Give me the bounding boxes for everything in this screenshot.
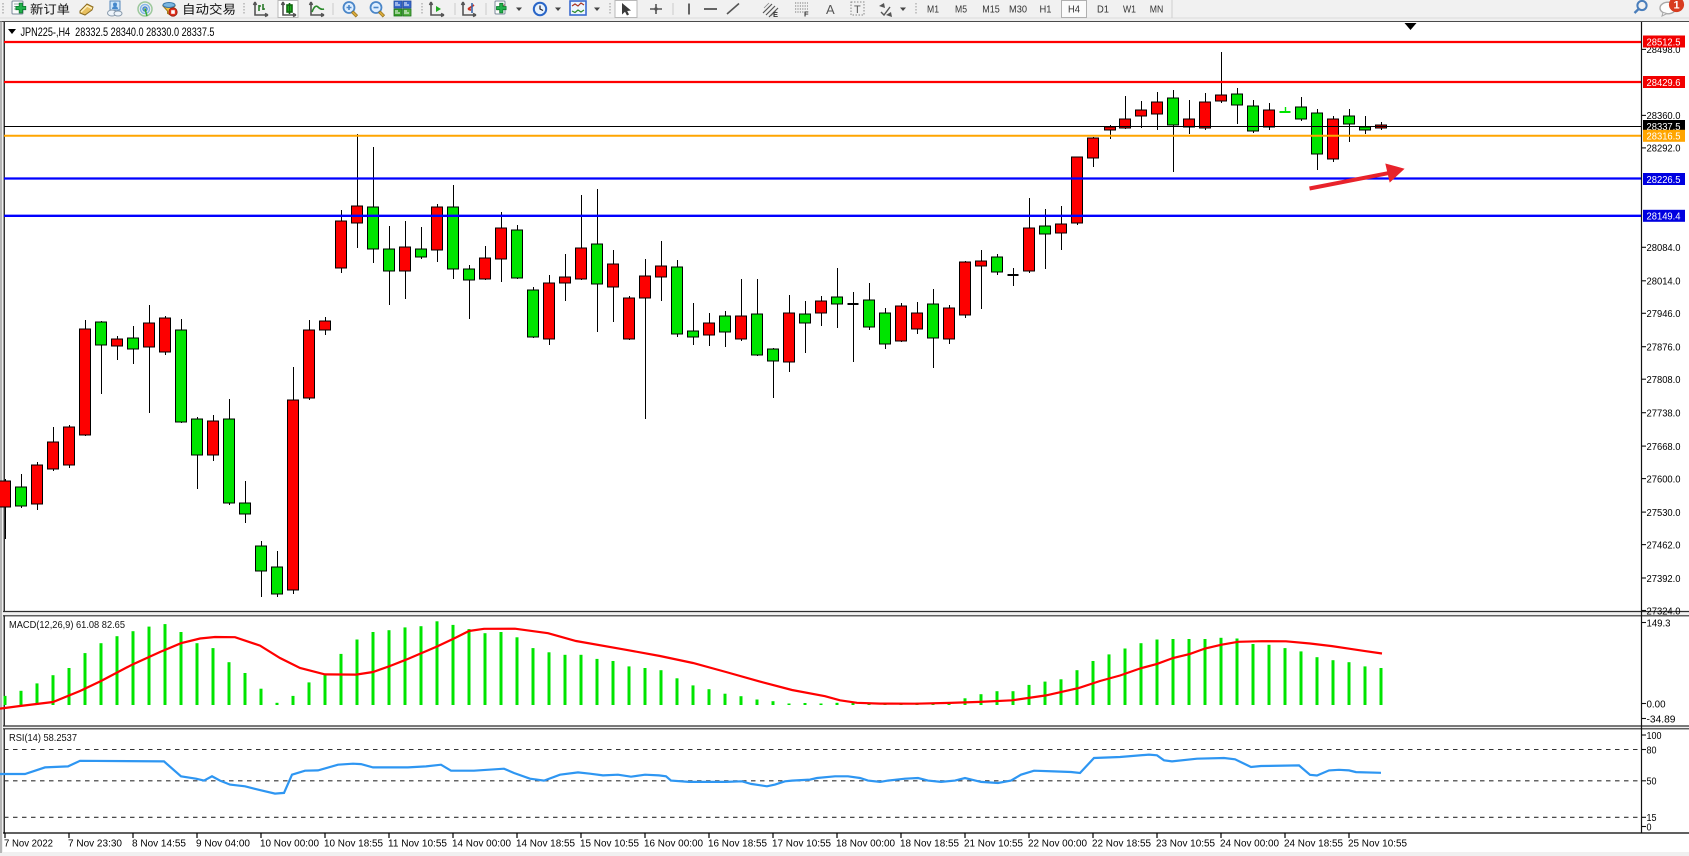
svg-text:28512.5: 28512.5 — [1647, 37, 1681, 48]
svg-text:-34.89: -34.89 — [1647, 714, 1676, 725]
svg-text:22 Nov 18:55: 22 Nov 18:55 — [1092, 839, 1151, 850]
svg-text:W1: W1 — [1123, 4, 1136, 16]
svg-text:8 Nov 14:55: 8 Nov 14:55 — [132, 839, 186, 850]
svg-text:0: 0 — [1647, 822, 1652, 833]
svg-text:M1: M1 — [927, 4, 939, 16]
svg-text:15: 15 — [1647, 813, 1657, 824]
svg-text:100: 100 — [1647, 731, 1662, 742]
svg-text:A: A — [826, 2, 835, 17]
svg-text:15 Nov 10:55: 15 Nov 10:55 — [580, 839, 639, 850]
svg-text:28498.0: 28498.0 — [1647, 45, 1681, 56]
svg-text:27462.0: 27462.0 — [1647, 540, 1681, 551]
svg-text:M5: M5 — [955, 4, 967, 16]
svg-text:16 Nov 00:00: 16 Nov 00:00 — [644, 839, 703, 850]
svg-text:18 Nov 18:55: 18 Nov 18:55 — [900, 839, 959, 850]
svg-text:T: T — [854, 4, 861, 16]
svg-text:16 Nov 18:55: 16 Nov 18:55 — [708, 839, 767, 850]
svg-text:28014.0: 28014.0 — [1647, 277, 1681, 288]
svg-text:10 Nov 18:55: 10 Nov 18:55 — [324, 839, 383, 850]
svg-text:28360.0: 28360.0 — [1647, 111, 1681, 122]
svg-text:M30: M30 — [1009, 4, 1027, 16]
svg-text:27876.0: 27876.0 — [1647, 343, 1681, 354]
svg-text:H4: H4 — [1068, 4, 1080, 16]
svg-text:27808.0: 27808.0 — [1647, 375, 1681, 386]
svg-text:80: 80 — [1647, 745, 1657, 756]
svg-text:D1: D1 — [1097, 4, 1109, 16]
svg-text:H1: H1 — [1040, 4, 1052, 16]
svg-text:18 Nov 00:00: 18 Nov 00:00 — [836, 839, 895, 850]
svg-text:JPN225-,H4 28332.5 28340.0 28: JPN225-,H4 28332.5 28340.0 28330.0 28337… — [21, 25, 215, 39]
svg-text:28316.5: 28316.5 — [1647, 132, 1681, 143]
svg-text:27324.0: 27324.0 — [1647, 606, 1681, 617]
svg-text:0.00: 0.00 — [1647, 699, 1666, 710]
svg-text:24 Nov 18:55: 24 Nov 18:55 — [1284, 839, 1343, 850]
svg-text:23 Nov 10:55: 23 Nov 10:55 — [1156, 839, 1215, 850]
svg-text:27600.0: 27600.0 — [1647, 474, 1681, 485]
svg-text:17 Nov 10:55: 17 Nov 10:55 — [772, 839, 831, 850]
svg-text:14 Nov 18:55: 14 Nov 18:55 — [516, 839, 575, 850]
svg-text:MN: MN — [1150, 4, 1164, 16]
svg-text:7 Nov 2022: 7 Nov 2022 — [4, 839, 53, 850]
svg-text:27392.0: 27392.0 — [1647, 574, 1681, 585]
svg-text:F: F — [804, 10, 809, 19]
svg-text:25 Nov 10:55: 25 Nov 10:55 — [1348, 839, 1407, 850]
svg-text:27530.0: 27530.0 — [1647, 508, 1681, 519]
svg-text:11 Nov 10:55: 11 Nov 10:55 — [388, 839, 447, 850]
svg-text:27738.0: 27738.0 — [1647, 409, 1681, 420]
svg-text:24 Nov 00:00: 24 Nov 00:00 — [1220, 839, 1279, 850]
svg-text:22 Nov 00:00: 22 Nov 00:00 — [1028, 839, 1087, 850]
svg-text:RSI(14) 58.2537: RSI(14) 58.2537 — [9, 732, 77, 744]
svg-text:28084.0: 28084.0 — [1647, 243, 1681, 254]
svg-text:新订单: 新订单 — [30, 2, 70, 17]
svg-text:28292.0: 28292.0 — [1647, 144, 1681, 155]
svg-text:28337.5: 28337.5 — [1647, 122, 1681, 133]
svg-text:28226.5: 28226.5 — [1647, 175, 1681, 186]
svg-text:1: 1 — [1673, 0, 1679, 12]
svg-text:E: E — [773, 10, 778, 19]
svg-text:149.3: 149.3 — [1647, 618, 1671, 629]
svg-text:28149.4: 28149.4 — [1647, 212, 1681, 223]
svg-text:M15: M15 — [982, 4, 1000, 16]
svg-text:9 Nov 04:00: 9 Nov 04:00 — [196, 839, 250, 850]
svg-text:自动交易: 自动交易 — [182, 2, 236, 17]
svg-text:27946.0: 27946.0 — [1647, 309, 1681, 320]
svg-text:14 Nov 00:00: 14 Nov 00:00 — [452, 839, 511, 850]
svg-text:28429.6: 28429.6 — [1647, 78, 1681, 89]
svg-text:MACD(12,26,9) 61.08 82.65: MACD(12,26,9) 61.08 82.65 — [9, 619, 125, 631]
svg-text:50: 50 — [1647, 777, 1657, 788]
svg-text:10 Nov 00:00: 10 Nov 00:00 — [260, 839, 319, 850]
svg-text:27668.0: 27668.0 — [1647, 442, 1681, 453]
svg-text:21 Nov 10:55: 21 Nov 10:55 — [964, 839, 1023, 850]
svg-text:7 Nov 23:30: 7 Nov 23:30 — [68, 839, 122, 850]
